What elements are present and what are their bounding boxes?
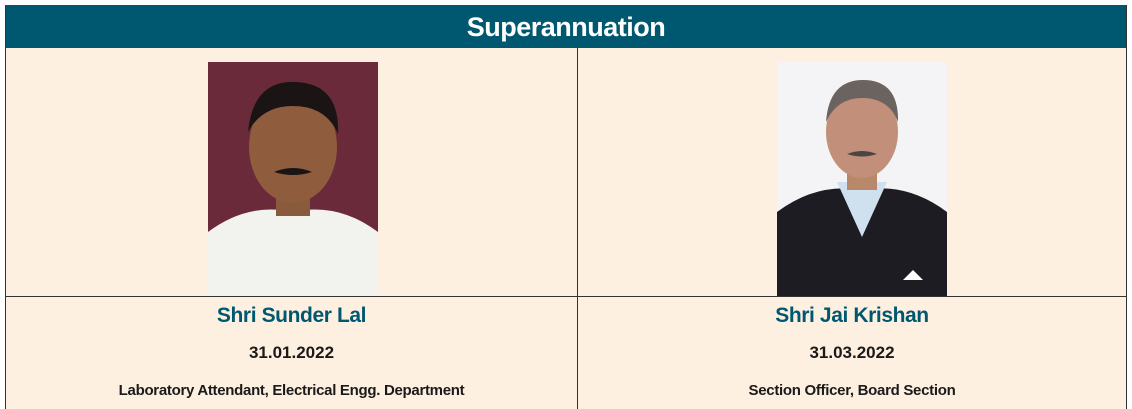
person-cell: Shri Jai Krishan 31.03.2022 Section Offi…: [578, 48, 1126, 409]
retirement-date: 31.03.2022: [809, 343, 895, 362]
table-title: Superannuation: [6, 5, 1126, 48]
column-divider: [577, 48, 578, 409]
person-photo: [777, 62, 947, 296]
person-cell: Shri Sunder Lal 31.01.2022 Laboratory At…: [6, 48, 577, 409]
person-name: Shri Sunder Lal: [216, 304, 367, 327]
person-role: Section Officer, Board Section: [748, 382, 956, 399]
person-photo: [208, 62, 378, 296]
person-name: Shri Jai Krishan: [775, 304, 929, 327]
superannuation-table: Superannuation Shri Sunder Lal 31.01.202…: [5, 5, 1127, 409]
row-divider: [6, 296, 1126, 297]
person-role: Laboratory Attendant, Electrical Engg. D…: [118, 382, 465, 399]
retirement-date: 31.01.2022: [248, 343, 335, 362]
